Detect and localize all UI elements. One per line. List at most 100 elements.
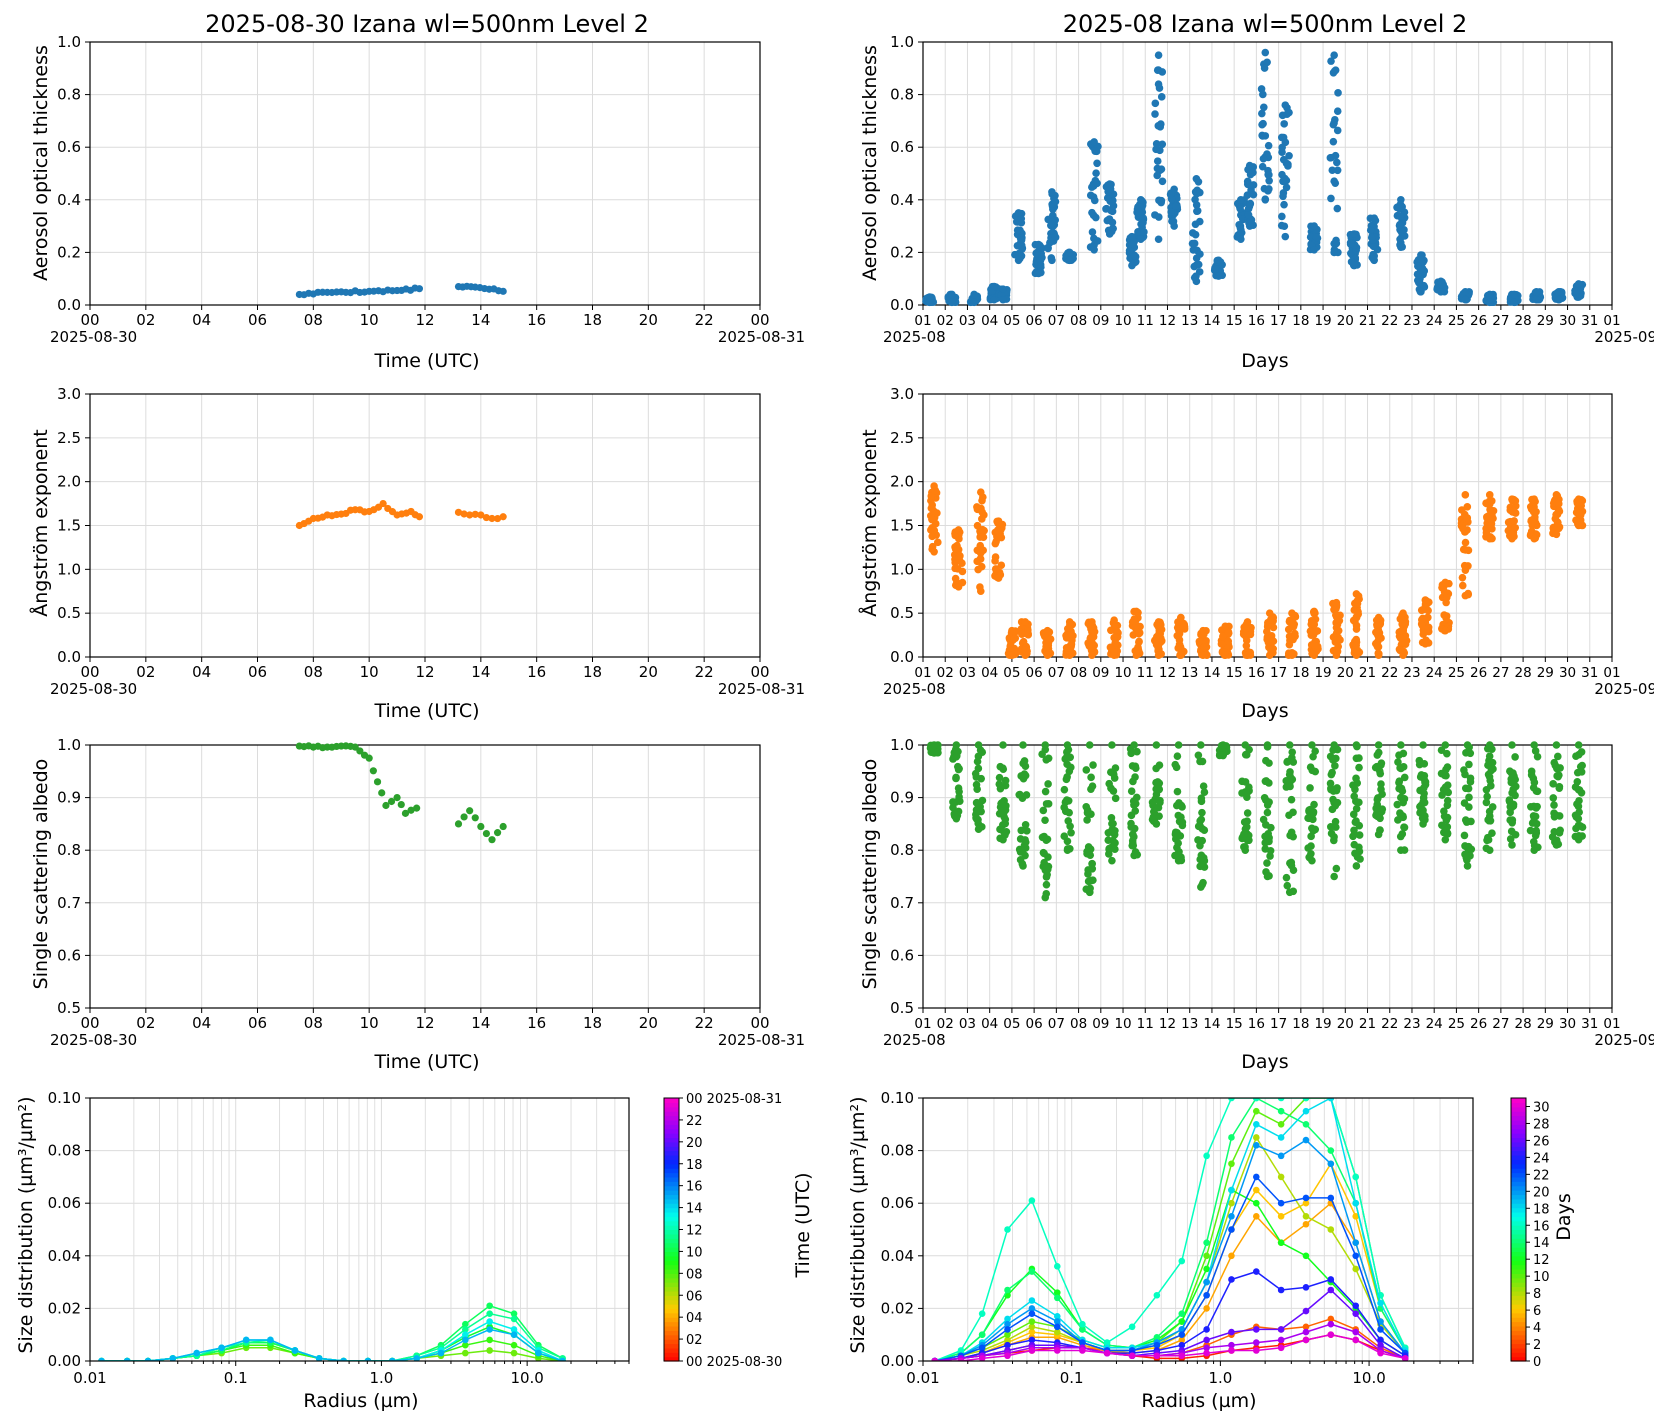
- colorbar-time-band: [664, 1181, 679, 1187]
- angstrom-month-point: [954, 583, 963, 591]
- aod-day-xtick-label: 20: [639, 311, 658, 329]
- colorbar-days-band: [1511, 1168, 1526, 1174]
- ssa-day-xtick-label: 00: [80, 1014, 99, 1032]
- aod-month-point: [1329, 137, 1338, 146]
- size-month-series-point: [1153, 1334, 1161, 1341]
- aod-month-xtick-label: 08: [1070, 313, 1087, 329]
- size-month-series-point: [1004, 1331, 1011, 1338]
- ssa-month-point: [1061, 798, 1070, 807]
- angstrom-month-ytick-label: 0.0: [890, 648, 914, 666]
- colorbar-time-band: [664, 1343, 679, 1349]
- ssa-month-point: [1021, 821, 1030, 829]
- aod-month-point: [1532, 295, 1541, 304]
- ssa-month-point: [1419, 820, 1427, 828]
- ssa-day-xtick-label: 02: [136, 1014, 155, 1032]
- ssa-month-point: [974, 815, 982, 824]
- colorbar-days-band: [1511, 1146, 1526, 1152]
- ssa-month-xtick-label: 14: [1203, 1016, 1220, 1032]
- size-month-series-line: [934, 1333, 1406, 1361]
- ssa-month-point: [995, 773, 1004, 782]
- size-month-series-point: [1252, 1326, 1260, 1333]
- aod-month-ytick-label: 0.0: [890, 296, 914, 314]
- size-month-series-point: [1028, 1197, 1036, 1204]
- aod-month-ytick-label: 0.8: [890, 86, 914, 104]
- angstrom-month-point: [1459, 545, 1468, 554]
- ssa-month-point: [1511, 753, 1519, 761]
- angstrom-month-point: [1528, 518, 1537, 526]
- aod-month-point: [1400, 232, 1409, 240]
- colorbar-days-band: [1511, 1111, 1526, 1117]
- aod-month-point: [1278, 111, 1287, 120]
- size-day-series-point: [98, 1357, 105, 1361]
- angstrom-month-point: [1154, 651, 1163, 660]
- angstrom-month-point: [1441, 626, 1450, 635]
- ssa-month-point: [954, 747, 962, 756]
- angstrom-month-axes: 01 02 03 04 05 06 07 08 09 10 11 12 13 14 15 16 17 18 19 20…: [883, 385, 1654, 698]
- colorbar-days-band: [1511, 1176, 1526, 1182]
- colorbar-days-band: [1511, 1141, 1526, 1147]
- ssa-month-point: [1267, 823, 1275, 832]
- ssa-month-point: [1550, 809, 1558, 817]
- ssa-month-point: [1508, 841, 1516, 849]
- ssa-month-point: [1199, 782, 1208, 791]
- ssa-month-point: [952, 814, 961, 823]
- angstrom-month-point: [1110, 616, 1118, 624]
- ssa-month-point: [1105, 779, 1113, 788]
- size-month-series-point: [1377, 1341, 1384, 1349]
- size-month-series-point: [1277, 1199, 1285, 1207]
- aod-month-point: [1135, 209, 1144, 217]
- ssa-month-point: [1394, 758, 1402, 766]
- angstrom-month-point: [1241, 624, 1250, 633]
- angstrom-month-point: [1008, 651, 1016, 660]
- colorbar-time-band: [664, 1124, 679, 1130]
- size-month-series-point: [1178, 1352, 1186, 1360]
- aod-month-point: [1331, 151, 1340, 160]
- colorbar-time-band: [664, 1150, 679, 1156]
- ssa-month-point: [1555, 783, 1564, 791]
- ssa-month-point: [1196, 757, 1204, 766]
- ssa-month-point: [1443, 749, 1451, 758]
- aod-day-xlabel: Time (UTC): [373, 350, 479, 372]
- angstrom-month-point: [1354, 610, 1363, 619]
- colorbar-time-band: [664, 1334, 679, 1340]
- aod-month-point: [1158, 140, 1167, 149]
- angstrom-day-point: [471, 510, 479, 518]
- aod-month-point: [925, 293, 934, 301]
- colorbar-days-band: [1511, 1290, 1526, 1296]
- aod-month-point: [1282, 183, 1291, 192]
- ssa-month-xtick-label: 16: [1248, 1016, 1265, 1032]
- aod-day-xtick-label: 00: [750, 311, 769, 329]
- ssa-day-point: [460, 813, 468, 821]
- size-month-series-point: [957, 1347, 965, 1354]
- angstrom-month-point: [1458, 581, 1467, 590]
- size-month-series-point: [1302, 1252, 1310, 1260]
- ssa-month-point: [1374, 830, 1383, 839]
- aod-month-point: [1279, 155, 1288, 164]
- size-day-series-point: [486, 1310, 493, 1317]
- angstrom-month-xtick-label: 30: [1559, 665, 1576, 681]
- ssa-day-ytick-label: 0.8: [57, 841, 81, 859]
- ssa-month-point: [1373, 795, 1382, 804]
- ssa-month-point: [1529, 812, 1538, 820]
- ssa-day-xtick-label: 06: [248, 1014, 267, 1032]
- ssa-month-point: [1283, 881, 1292, 890]
- angstrom-month-xtick-label: 21: [1359, 665, 1376, 681]
- angstrom-month-point: [927, 492, 936, 500]
- angstrom-month-point: [1418, 621, 1427, 630]
- ssa-month-point: [1105, 845, 1113, 854]
- colorbar-time-band: [664, 1102, 679, 1108]
- aod-month-point: [1157, 165, 1166, 173]
- ssa-month-xtick-label: 26: [1470, 1016, 1487, 1032]
- colorbar-days-band: [1511, 1295, 1526, 1301]
- aod-month-point: [1350, 230, 1358, 238]
- colorbar-days-band: [1511, 1251, 1526, 1257]
- aod-month-point: [1171, 202, 1180, 210]
- colorbar-time-band: [664, 1220, 679, 1226]
- ssa-month-point: [1441, 741, 1450, 749]
- size-month-series-point: [1028, 1310, 1036, 1317]
- ssa-month-point: [1282, 873, 1291, 882]
- aod-month-point: [1017, 236, 1026, 244]
- size-month-series-line: [934, 1162, 1406, 1361]
- angstrom-month-point: [1288, 609, 1296, 617]
- ssa-day-point: [365, 754, 373, 762]
